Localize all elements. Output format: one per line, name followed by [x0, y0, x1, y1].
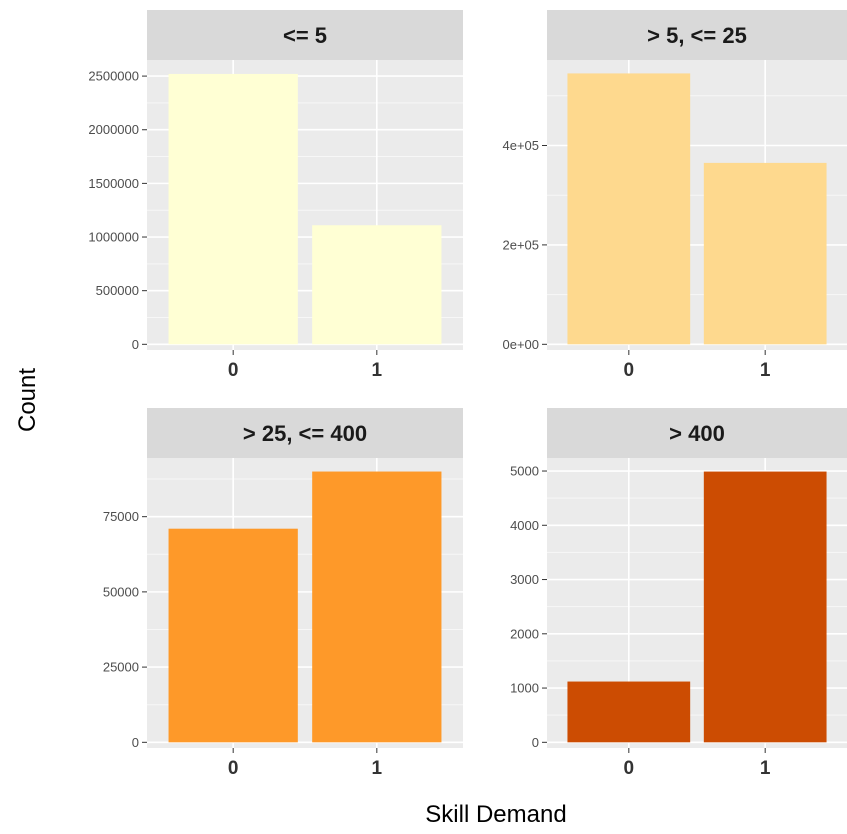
y-tick-label: 1000: [510, 681, 539, 696]
y-tick-label: 3000: [510, 572, 539, 587]
bar-1: [703, 162, 827, 345]
y-tick-label: 2500000: [88, 69, 139, 84]
y-tick-label: 0: [132, 337, 139, 352]
x-tick-label: 0: [228, 360, 239, 381]
x-axis-title: Skill Demand: [425, 801, 566, 828]
x-tick-label: 1: [760, 758, 771, 779]
y-tick-label: 5000: [510, 464, 539, 479]
bar-1: [312, 471, 442, 743]
y-tick-label: 0: [532, 735, 539, 750]
y-tick-label: 50000: [103, 584, 139, 599]
panel-strip: [147, 408, 463, 458]
x-tick-label: 1: [760, 360, 771, 381]
panel-4: > 400 0 1000 2000 3000 4000 5000 0 1: [510, 408, 847, 779]
x-tick-label: 1: [372, 758, 383, 779]
bar-0: [168, 528, 298, 743]
y-tick-label: 500000: [96, 283, 139, 298]
y-tick-label: 25000: [103, 660, 139, 675]
panel-title: > 5, <= 25: [647, 23, 747, 48]
panel-2: > 5, <= 25 0e+00 2e+05 4e+05 0 1: [502, 10, 847, 381]
y-tick-label: 2000000: [88, 122, 139, 137]
panel-strip: [147, 10, 463, 60]
y-tick-label: 2e+05: [502, 237, 539, 252]
y-tick-label: 2000: [510, 626, 539, 641]
panel-3: > 25, <= 400 0 25000 50000 75000 0 1: [103, 408, 463, 779]
panels-group: <= 5050000010000001500000200000025000000…: [88, 10, 847, 779]
x-tick-label: 0: [228, 758, 239, 779]
y-tick-label: 1500000: [88, 176, 139, 191]
panel-strip: [547, 408, 847, 458]
y-tick-label: 4e+05: [502, 138, 539, 153]
bar-0: [168, 73, 298, 345]
x-tick-label: 1: [372, 360, 383, 381]
bar-1: [312, 225, 442, 345]
y-tick-label: 1000000: [88, 230, 139, 245]
panel-title: > 400: [669, 421, 725, 446]
panel-title: > 25, <= 400: [243, 421, 367, 446]
y-tick-label: 0: [132, 735, 139, 750]
x-tick-label: 0: [624, 758, 635, 779]
panel-strip: [547, 10, 847, 60]
bar-0: [567, 73, 691, 345]
y-tick-label: 4000: [510, 518, 539, 533]
x-tick-label: 0: [624, 360, 635, 381]
bar-1: [703, 471, 827, 743]
bar-0: [567, 681, 691, 743]
y-tick-label: 75000: [103, 509, 139, 524]
y-axis-title: Count: [14, 368, 41, 432]
panel-title: <= 5: [283, 23, 327, 48]
panel-1: <= 5 0 500000 1000000 1500000 2000000 2500000 0…: [88, 10, 463, 381]
y-tick-label: 0e+00: [502, 337, 539, 352]
